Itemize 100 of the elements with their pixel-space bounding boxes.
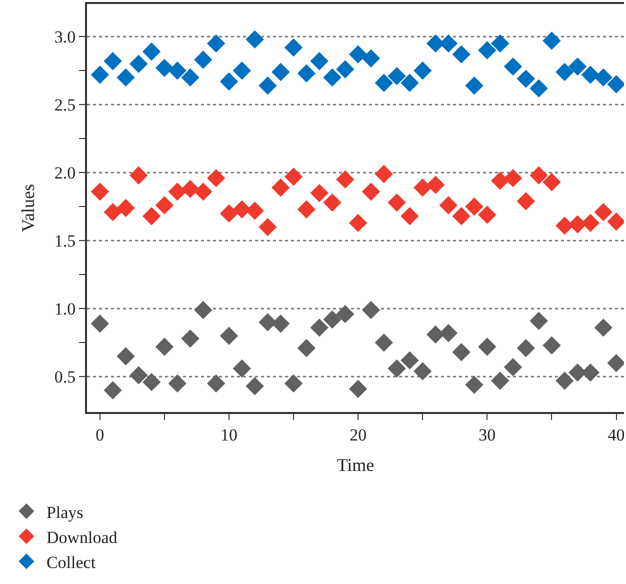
point — [220, 72, 238, 91]
x-tick-label: 10 — [220, 425, 238, 444]
point — [504, 358, 522, 376]
point — [504, 57, 522, 76]
point — [530, 79, 548, 98]
point — [504, 168, 522, 188]
point — [130, 366, 148, 384]
point — [194, 50, 212, 69]
point — [348, 214, 368, 232]
point — [104, 202, 122, 222]
point — [581, 214, 600, 232]
point — [272, 178, 290, 197]
point — [439, 324, 458, 342]
point — [607, 354, 624, 372]
point — [155, 58, 174, 78]
point — [220, 204, 238, 223]
point — [336, 304, 354, 324]
point — [90, 66, 110, 84]
y-tick-label: 2.5 — [54, 96, 76, 115]
x-tick-label: 0 — [96, 425, 104, 444]
point — [272, 62, 290, 82]
point — [220, 326, 238, 345]
point — [116, 347, 135, 366]
point — [284, 38, 303, 57]
point — [181, 180, 200, 198]
point — [388, 193, 406, 212]
point — [336, 170, 354, 189]
point — [516, 70, 535, 88]
point — [297, 64, 316, 82]
legend-label: Plays — [46, 502, 84, 522]
point — [258, 76, 277, 95]
point — [116, 198, 135, 218]
point — [168, 62, 186, 80]
point — [374, 164, 393, 184]
point — [181, 329, 200, 348]
point — [439, 196, 458, 214]
y-tick-label: 3.0 — [54, 28, 76, 47]
y-tick-label: 1.0 — [54, 300, 76, 319]
point — [556, 62, 574, 82]
point — [168, 182, 186, 201]
point — [194, 300, 212, 320]
point — [465, 198, 484, 216]
point — [478, 206, 496, 224]
point — [206, 34, 226, 53]
point — [374, 334, 393, 352]
x-axis-title: Time — [336, 455, 374, 475]
point — [246, 377, 264, 396]
point — [465, 376, 484, 394]
point — [168, 374, 186, 393]
point — [104, 52, 122, 70]
point — [426, 176, 445, 194]
point — [388, 359, 406, 378]
point — [155, 338, 174, 356]
point — [310, 318, 328, 337]
point — [465, 76, 484, 95]
point — [594, 318, 612, 337]
point — [90, 314, 110, 333]
point — [414, 362, 432, 380]
point — [400, 74, 419, 92]
point — [116, 68, 135, 87]
point — [232, 200, 251, 218]
y-tick-label: 1.5 — [54, 232, 76, 251]
legend-label: Download — [46, 528, 118, 547]
point — [284, 374, 303, 393]
point — [232, 62, 251, 80]
point — [142, 372, 161, 392]
point — [90, 182, 110, 201]
point — [297, 338, 316, 358]
point — [542, 336, 561, 354]
point — [400, 351, 419, 370]
point — [284, 168, 303, 186]
point — [530, 312, 548, 330]
point — [414, 178, 432, 197]
point — [478, 41, 496, 60]
point — [323, 68, 342, 87]
point — [362, 300, 380, 320]
point — [490, 172, 510, 190]
point — [542, 32, 561, 50]
point — [142, 42, 161, 61]
point — [594, 202, 612, 222]
point — [206, 374, 226, 393]
point — [104, 381, 122, 400]
point — [206, 168, 226, 188]
point — [258, 218, 277, 236]
point — [516, 192, 535, 210]
point — [542, 173, 561, 192]
point — [246, 30, 264, 48]
point — [414, 62, 432, 80]
point — [130, 54, 148, 73]
point — [362, 182, 380, 201]
point — [348, 380, 368, 398]
point — [490, 372, 510, 390]
point — [336, 60, 354, 78]
point — [594, 68, 612, 87]
point — [194, 182, 212, 201]
point — [400, 207, 419, 226]
point — [142, 207, 161, 226]
point — [556, 372, 574, 390]
point — [310, 52, 328, 70]
point — [232, 359, 251, 378]
